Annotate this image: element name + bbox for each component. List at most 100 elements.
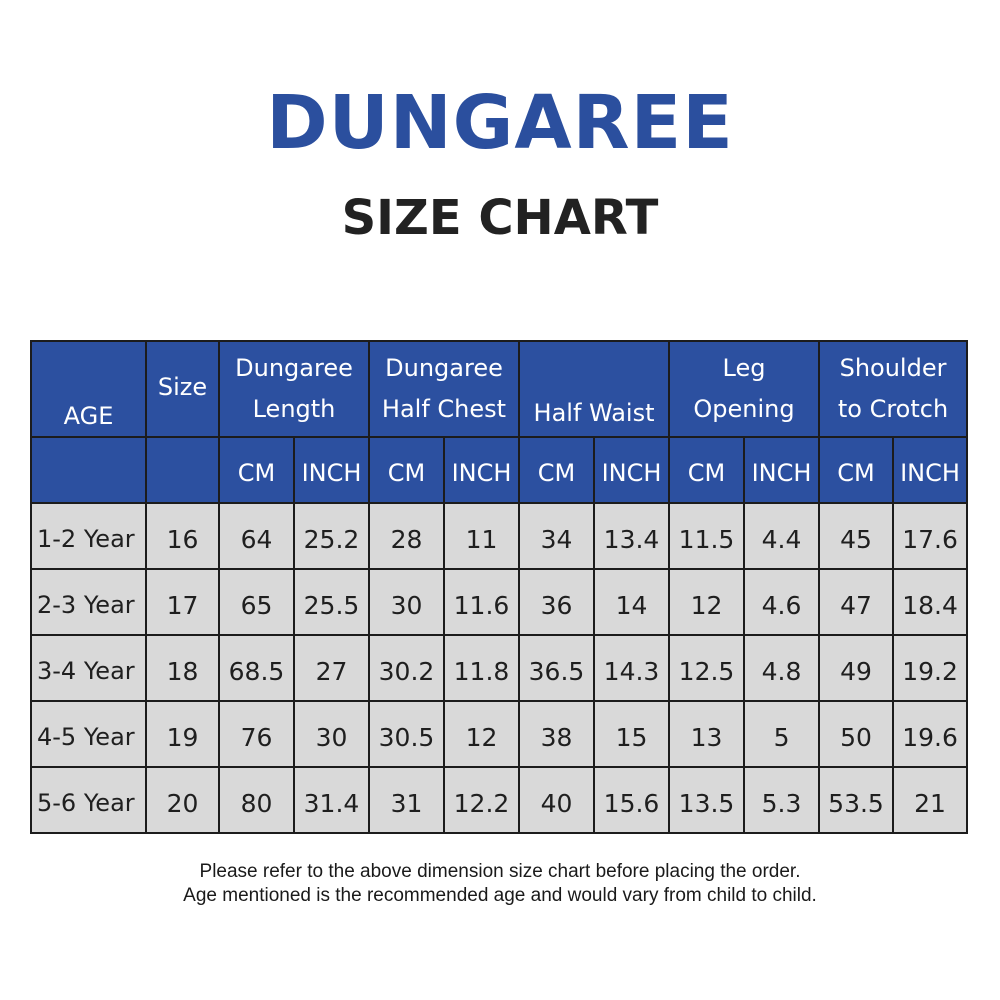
cm-value-cell: 13	[668, 700, 746, 768]
inch-value-cell: 17.6	[892, 502, 969, 570]
unit-header-inch: INCH	[592, 436, 671, 504]
inch-value-cell: 12	[443, 700, 520, 768]
cm-value-cell: 65	[218, 568, 295, 636]
unit-header-cm: CM	[518, 436, 595, 504]
group-header-line: Shoulder	[839, 354, 947, 382]
cm-value-cell: 50	[818, 700, 895, 768]
group-header-line: Dungaree	[235, 354, 353, 382]
size-unit-header-blank	[145, 436, 220, 504]
table-body: 1-2 Year 16 64 25.2 28 11 34 13.4 11.5 4.4 45 17.6 2…	[30, 502, 969, 834]
group-header-half-chest: Dungaree Half Chest	[368, 340, 520, 438]
age-cell: 5-6 Year	[30, 766, 147, 834]
unit-header-inch: INCH	[892, 436, 969, 504]
unit-header-cm: CM	[218, 436, 295, 504]
inch-value-cell: 27	[293, 634, 370, 702]
cm-value-cell: 34	[518, 502, 595, 570]
cm-value-cell: 30.2	[368, 634, 445, 702]
group-header-line: Dungaree	[385, 354, 503, 382]
table-row: 1-2 Year 16 64 25.2 28 11 34 13.4 11.5 4.4 45 17.6	[30, 502, 969, 570]
group-header-line: Half Chest	[381, 395, 507, 423]
cm-value-cell: 40	[518, 766, 595, 834]
inch-value-cell: 15	[592, 700, 671, 768]
unit-header-cm: CM	[368, 436, 445, 504]
cm-value-cell: 49	[818, 634, 895, 702]
unit-header-inch: INCH	[443, 436, 520, 504]
cm-value-cell: 53.5	[818, 766, 895, 834]
page-subtitle: SIZE CHART	[341, 190, 659, 246]
table-row: 2-3 Year 17 65 25.5 30 11.6 36 14 12 4.6 47 18.4	[30, 568, 969, 636]
age-cell: 2-3 Year	[30, 568, 147, 636]
inch-value-cell: 11.8	[443, 634, 520, 702]
cm-value-cell: 45	[818, 502, 895, 570]
cm-value-cell: 80	[218, 766, 295, 834]
inch-value-cell: 12.2	[443, 766, 520, 834]
group-header-line: Leg	[722, 354, 766, 382]
inch-value-cell: 5.3	[743, 766, 821, 834]
inch-value-cell: 25.5	[293, 568, 370, 636]
inch-value-cell: 19.2	[892, 634, 969, 702]
cm-value-cell: 47	[818, 568, 895, 636]
age-cell: 3-4 Year	[30, 634, 147, 702]
age-cell: 4-5 Year	[30, 700, 147, 768]
size-cell: 20	[145, 766, 220, 834]
inch-value-cell: 14.3	[592, 634, 671, 702]
size-cell: 19	[145, 700, 220, 768]
unit-header-cm: CM	[668, 436, 746, 504]
cm-value-cell: 28	[368, 502, 445, 570]
inch-value-cell: 14	[592, 568, 671, 636]
header-row-groups: AGE Size Dungaree Length Dungaree Half C…	[30, 340, 969, 438]
cm-value-cell: 12	[668, 568, 746, 636]
cm-value-cell: 68.5	[218, 634, 295, 702]
group-header-line: to Crotch	[837, 395, 949, 423]
cm-value-cell: 64	[218, 502, 295, 570]
cm-value-cell: 36.5	[518, 634, 595, 702]
inch-value-cell: 18.4	[892, 568, 969, 636]
table-row: 3-4 Year 18 68.5 27 30.2 11.8 36.5 14.3 12.5 4.8 4…	[30, 634, 969, 702]
age-cell: 1-2 Year	[30, 502, 147, 570]
cm-value-cell: 30	[368, 568, 445, 636]
cm-value-cell: 11.5	[668, 502, 746, 570]
inch-value-cell: 15.6	[592, 766, 671, 834]
group-header-line: Length	[252, 395, 336, 423]
inch-value-cell: 31.4	[293, 766, 370, 834]
unit-header-inch: INCH	[743, 436, 821, 504]
size-chart-table: AGE Size Dungaree Length Dungaree Half C…	[30, 340, 969, 834]
unit-header-cm: CM	[818, 436, 895, 504]
size-cell: 18	[145, 634, 220, 702]
size-cell: 17	[145, 568, 220, 636]
table-row: 5-6 Year 20 80 31.4 31 12.2 40 15.6 13.5 5.3 53.5 2…	[30, 766, 969, 834]
cm-value-cell: 38	[518, 700, 595, 768]
group-header-length: Dungaree Length	[218, 340, 370, 438]
cm-value-cell: 12.5	[668, 634, 746, 702]
table-row: 4-5 Year 19 76 30 30.5 12 38 15 13 5 50 19.6	[30, 700, 969, 768]
footnote-line-2: Age mentioned is the recommended age and…	[183, 885, 817, 906]
page-title: DUNGAREE	[266, 80, 734, 166]
inch-value-cell: 4.6	[743, 568, 821, 636]
inch-value-cell: 21	[892, 766, 969, 834]
inch-value-cell: 30	[293, 700, 370, 768]
unit-header-inch: INCH	[293, 436, 370, 504]
group-header-line: Opening	[693, 395, 795, 423]
table-header: AGE Size Dungaree Length Dungaree Half C…	[30, 340, 969, 504]
inch-value-cell: 13.4	[592, 502, 671, 570]
group-header-shoulder-to-crotch: Shoulder to Crotch	[818, 340, 969, 438]
inch-value-cell: 4.4	[743, 502, 821, 570]
cm-value-cell: 13.5	[668, 766, 746, 834]
inch-value-cell: 19.6	[892, 700, 969, 768]
size-cell: 16	[145, 502, 220, 570]
group-header-leg-opening: Leg Opening	[668, 340, 821, 438]
header-row-units: CM INCH CM INCH CM INCH CM INCH CM INCH	[30, 436, 969, 504]
inch-value-cell: 4.8	[743, 634, 821, 702]
group-header-half-waist: Half Waist	[517, 340, 671, 438]
inch-value-cell: 5	[743, 700, 821, 768]
cm-value-cell: 31	[368, 766, 445, 834]
age-unit-header-blank	[30, 436, 147, 504]
footnote-line-1: Please refer to the above dimension size…	[199, 861, 801, 882]
inch-value-cell: 11	[443, 502, 520, 570]
cm-value-cell: 36	[518, 568, 595, 636]
cm-value-cell: 76	[218, 700, 295, 768]
age-column-header: AGE	[30, 340, 147, 438]
inch-value-cell: 11.6	[443, 568, 520, 636]
inch-value-cell: 25.2	[293, 502, 370, 570]
cm-value-cell: 30.5	[368, 700, 445, 768]
